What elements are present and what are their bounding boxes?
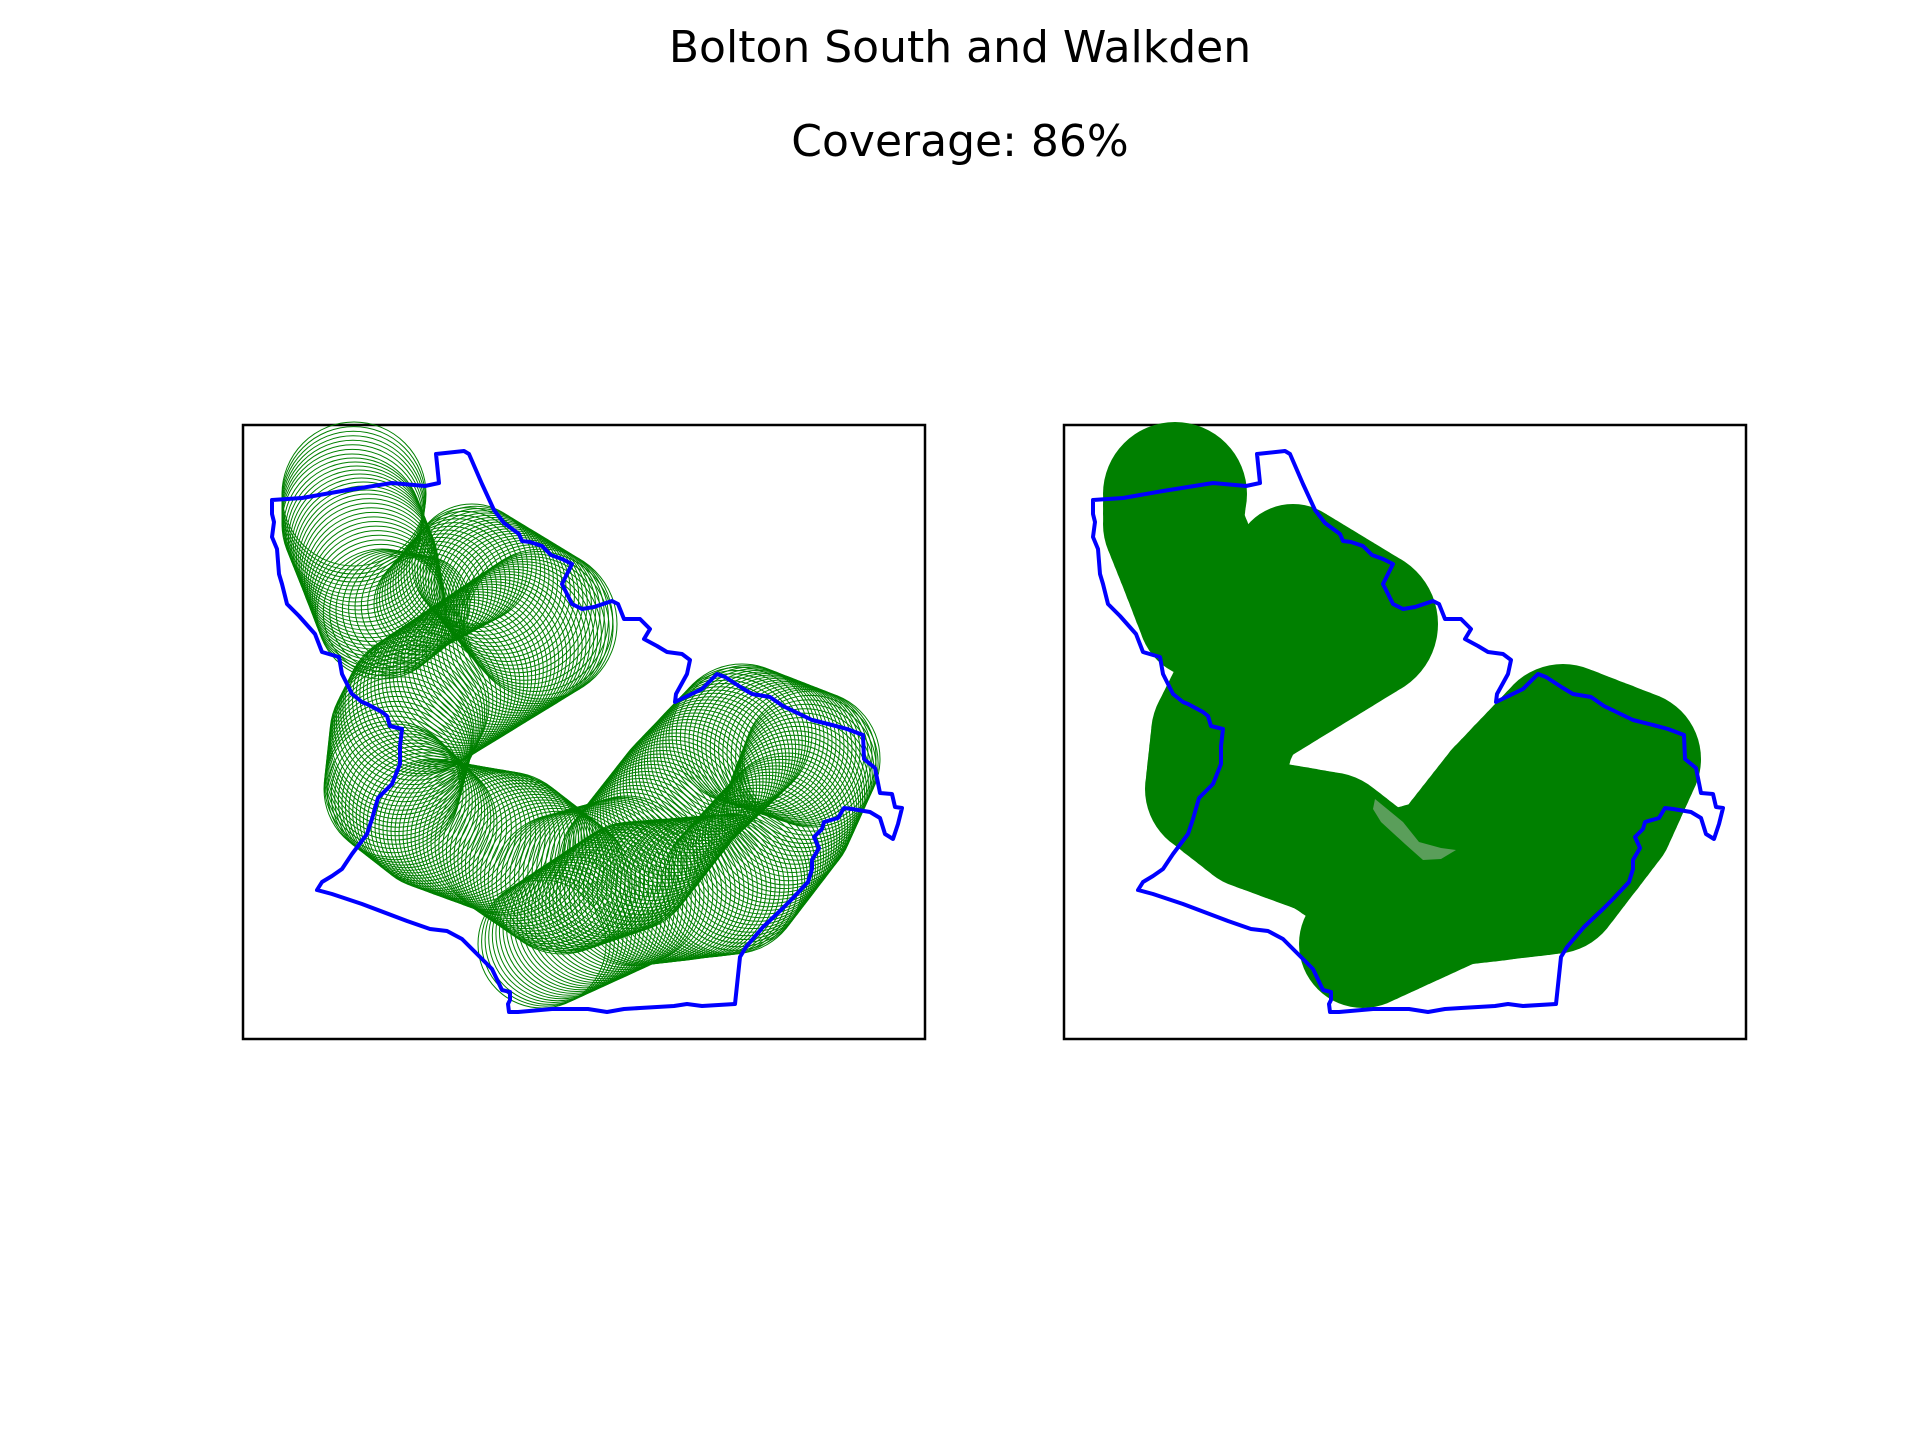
coverage-circle [419,510,546,636]
coverage-circle [376,551,476,651]
coverage-circle [683,791,822,930]
coverage-circle [509,856,645,992]
coverage-circle [414,767,556,909]
coverage-circle [527,844,667,984]
coverage-circle [459,553,610,705]
coverage-circle [327,723,464,861]
constituency-boundary [270,449,904,1014]
coverage-circle [488,872,620,1003]
coverage-circle [711,762,846,897]
coverage-circle [498,864,633,998]
coverage-circle [414,505,537,629]
coverage-circle [713,679,853,819]
coverage-circle [466,548,618,700]
coverage-circle [502,861,637,996]
coverage-circle [340,640,486,786]
panel-frame [241,423,927,1041]
coverage-circle [616,722,754,860]
coverage-circle [348,629,494,775]
coverage-circle [472,799,615,942]
coverage-circle [381,606,529,754]
coverage-circle [388,601,537,749]
coverage-circle [291,477,433,619]
coverage-circle [359,752,492,885]
coverage-circle [344,631,490,777]
coverage-circle [455,556,606,707]
coverage-circle [708,765,843,901]
coverage-circle [402,765,541,904]
coverage-circle [520,849,658,987]
coverage-circle [513,854,650,991]
coverage-circle [411,503,533,625]
coverage-circle [732,721,867,857]
coverage-circle [1299,880,1427,1008]
coverage-circle [287,469,429,611]
coverage-circle [381,544,484,647]
coverage-circle [406,766,546,906]
coverage-circle [281,453,423,595]
coverage-circle [692,781,830,919]
coverage-circle [534,839,675,980]
coverage-area [1103,422,1701,1008]
coverage-circle [362,618,509,765]
coverage-circle [733,717,869,853]
coverage-circle [628,709,767,848]
coverage-gap [1373,799,1456,860]
coverage-circle [457,788,601,932]
coverage-circle [335,648,481,794]
coverage-circle [718,681,857,820]
coverage-circle [662,673,803,814]
coverage-circles [281,421,881,1009]
coverage-circle [491,869,624,1002]
coverage-union-panel [1062,422,1748,1041]
coverage-circle [580,767,718,905]
coverage-subtitle: Coverage: 86% [791,116,1129,167]
coverage-circle [430,770,575,915]
coverage-circle [462,550,614,702]
coverage-circle [408,507,528,627]
coverage-circle [619,719,757,857]
coverage-circle [389,533,497,641]
coverage-circles-panel [241,421,927,1041]
coverage-circle [481,877,611,1007]
constituency-boundary [1091,449,1725,1014]
coverage-circle [355,749,489,882]
coverage-circle [495,866,628,1000]
coverage-circle [523,846,662,985]
panel-frame [1062,423,1748,1041]
coverage-circle [417,508,541,632]
figure-title: Bolton South and Walkden [668,22,1252,73]
coverage-circle [448,561,599,712]
coverage-circle [484,874,615,1005]
coverage-circle [331,657,477,803]
coverage-circle [720,752,854,886]
coverage-circle [341,736,476,871]
coverage-circle [403,591,552,740]
coverage-circle [444,563,595,714]
coverage-circle [705,676,845,816]
coverage-circle [374,611,521,758]
coverage-circle [335,550,456,671]
coverage-circle [686,787,825,926]
coverage-circle [468,796,612,940]
coverage-circle [348,742,483,877]
coverage-circle [506,859,641,994]
coverage-circle [333,652,479,798]
coverage-circle [516,851,654,989]
coverage-circle [701,771,838,908]
coverage-circle [735,712,871,849]
coverage-circle [726,734,862,869]
coverage-circle [451,558,602,709]
coverage-circle [531,841,671,982]
